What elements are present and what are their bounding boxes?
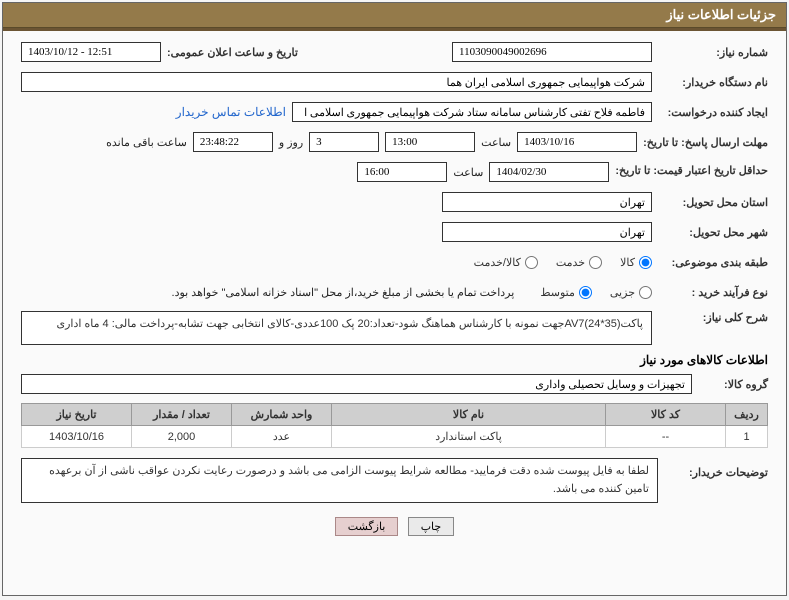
print-button[interactable]: چاپ bbox=[408, 517, 455, 536]
purchase-type-radio-medium[interactable]: متوسط bbox=[540, 286, 592, 299]
days-and-label: روز و bbox=[279, 136, 303, 149]
goods-info-title: اطلاعات کالاهای مورد نیاز bbox=[21, 353, 768, 367]
payment-note: پرداخت تمام یا بخشی از مبلغ خرید،از محل … bbox=[172, 286, 515, 299]
category-radio-service[interactable]: خدمت bbox=[556, 256, 602, 269]
deadline-date-input[interactable] bbox=[517, 132, 637, 152]
row-deadline: مهلت ارسال پاسخ: تا تاریخ: ساعت روز و سا… bbox=[21, 131, 768, 153]
purchase-type-label: نوع فرآیند خرید : bbox=[658, 286, 768, 299]
category-label: طبقه بندی موضوعی: bbox=[658, 256, 768, 269]
purchase-type-radio-minor[interactable]: جزیی bbox=[610, 286, 652, 299]
goods-group-input[interactable] bbox=[21, 374, 692, 394]
td-name: پاکت استاندارد bbox=[332, 426, 606, 448]
validity-label: حداقل تاریخ اعتبار قیمت: تا تاریخ: bbox=[615, 165, 768, 178]
panel: جزئیات اطلاعات نیاز شماره نیاز: تاریخ و … bbox=[2, 2, 787, 596]
province-input[interactable] bbox=[442, 192, 652, 212]
hour-label-1: ساعت bbox=[481, 136, 511, 149]
th-unit: واحد شمارش bbox=[232, 404, 332, 426]
row-requester: ایجاد کننده درخواست: اطلاعات تماس خریدار bbox=[21, 101, 768, 123]
table-row: 1 -- پاکت استاندارد عدد 2,000 1403/10/16 bbox=[22, 426, 768, 448]
td-radif: 1 bbox=[726, 426, 768, 448]
announce-dt-label: تاریخ و ساعت اعلان عمومی: bbox=[167, 46, 298, 59]
validity-time-input[interactable] bbox=[357, 162, 447, 182]
days-remaining-input[interactable] bbox=[309, 132, 379, 152]
goods-group-label: گروه کالا: bbox=[698, 378, 768, 391]
category-radio-group: کالا خدمت کالا/خدمت bbox=[474, 256, 652, 269]
remaining-label: ساعت باقی مانده bbox=[106, 136, 187, 149]
panel-title: جزئیات اطلاعات نیاز bbox=[3, 3, 786, 28]
need-no-input[interactable] bbox=[452, 42, 652, 62]
th-date: تاریخ نیاز bbox=[22, 404, 132, 426]
row-general-desc: شرح کلی نیاز: پاکت(35*24)AV7جهت نمونه با… bbox=[21, 311, 768, 345]
td-unit: عدد bbox=[232, 426, 332, 448]
general-desc-box: پاکت(35*24)AV7جهت نمونه با کارشناس هماهن… bbox=[21, 311, 652, 345]
announce-dt-input[interactable] bbox=[21, 42, 161, 62]
td-code: -- bbox=[606, 426, 726, 448]
requester-input[interactable] bbox=[292, 102, 652, 122]
th-code: کد کالا bbox=[606, 404, 726, 426]
city-label: شهر محل تحویل: bbox=[658, 226, 768, 239]
buyer-org-input[interactable] bbox=[21, 72, 652, 92]
purchase-type-radio-group: جزیی متوسط bbox=[540, 286, 652, 299]
general-desc-label: شرح کلی نیاز: bbox=[658, 311, 768, 324]
row-category: طبقه بندی موضوعی: کالا خدمت کالا/خدمت bbox=[21, 251, 768, 273]
td-date: 1403/10/16 bbox=[22, 426, 132, 448]
time-remaining-input[interactable] bbox=[193, 132, 273, 152]
row-city: شهر محل تحویل: bbox=[21, 221, 768, 243]
goods-table: ردیف کد کالا نام کالا واحد شمارش تعداد /… bbox=[21, 403, 768, 448]
back-button[interactable]: بازگشت bbox=[335, 517, 399, 536]
deadline-label: مهلت ارسال پاسخ: تا تاریخ: bbox=[643, 136, 768, 149]
row-purchase-type: نوع فرآیند خرید : جزیی متوسط پرداخت تمام… bbox=[21, 281, 768, 303]
need-no-label: شماره نیاز: bbox=[658, 46, 768, 59]
button-row: چاپ بازگشت bbox=[21, 517, 768, 536]
buyer-notes-label: توضیحات خریدار: bbox=[668, 458, 768, 479]
category-radio-both[interactable]: کالا/خدمت bbox=[474, 256, 538, 269]
td-qty: 2,000 bbox=[132, 426, 232, 448]
row-goods-group: گروه کالا: bbox=[21, 373, 768, 395]
row-need-no: شماره نیاز: تاریخ و ساعت اعلان عمومی: bbox=[21, 41, 768, 63]
category-radio-goods[interactable]: کالا bbox=[620, 256, 652, 269]
th-radif: ردیف bbox=[726, 404, 768, 426]
deadline-time-input[interactable] bbox=[385, 132, 475, 152]
province-label: استان محل تحویل: bbox=[658, 196, 768, 209]
requester-label: ایجاد کننده درخواست: bbox=[658, 106, 768, 119]
city-input[interactable] bbox=[442, 222, 652, 242]
row-province: استان محل تحویل: bbox=[21, 191, 768, 213]
contact-link[interactable]: اطلاعات تماس خریدار bbox=[176, 105, 286, 119]
th-qty: تعداد / مقدار bbox=[132, 404, 232, 426]
validity-date-input[interactable] bbox=[489, 162, 609, 182]
buyer-notes-box: لطفا به فایل پیوست شده دقت فرمایید- مطال… bbox=[21, 458, 658, 503]
row-buyer-notes: توضیحات خریدار: لطفا به فایل پیوست شده د… bbox=[21, 458, 768, 503]
buyer-org-label: نام دستگاه خریدار: bbox=[658, 76, 768, 89]
th-name: نام کالا bbox=[332, 404, 606, 426]
hour-label-2: ساعت bbox=[453, 166, 483, 179]
row-buyer-org: نام دستگاه خریدار: bbox=[21, 71, 768, 93]
row-validity: حداقل تاریخ اعتبار قیمت: تا تاریخ: ساعت bbox=[21, 161, 768, 183]
